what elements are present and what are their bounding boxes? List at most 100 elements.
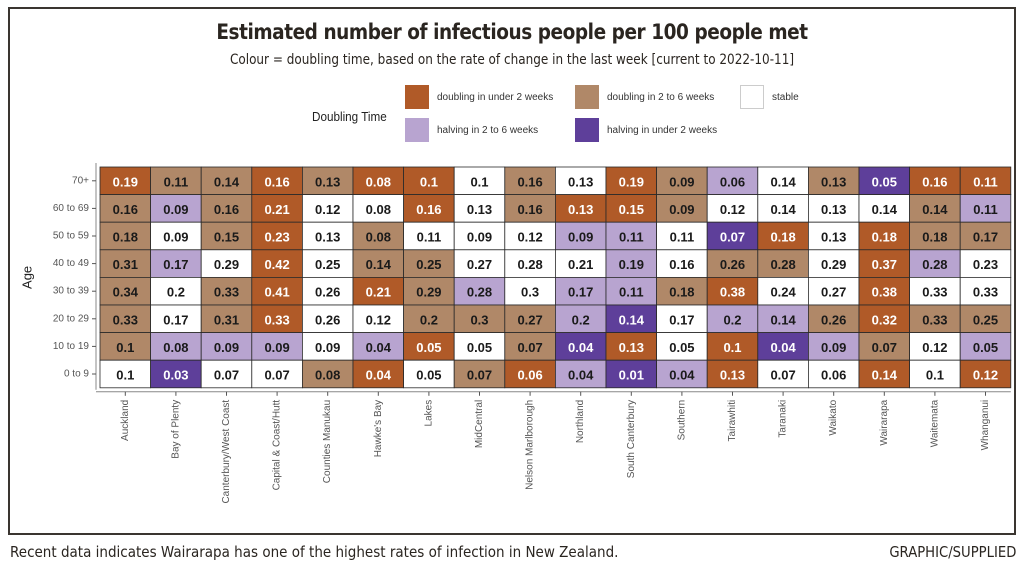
- cell-value-label: 0.08: [163, 340, 188, 355]
- legend-label: stable: [772, 91, 799, 103]
- cell-value-label: 0.17: [669, 312, 694, 327]
- heatmap-cell: [555, 221, 607, 251]
- cell-value-label: 0.05: [416, 340, 441, 355]
- cell-value-label: 0.04: [568, 368, 594, 383]
- legend-swatch: [575, 85, 599, 109]
- x-tick-label: Southern: [676, 400, 687, 441]
- legend-item-stable: stable: [740, 85, 799, 109]
- heatmap-cell: [605, 276, 657, 306]
- cell-value-label: 0.09: [568, 230, 593, 245]
- cell-value-label: 0.12: [922, 340, 947, 355]
- heatmap-cell: [504, 194, 556, 223]
- cell-value-label: 0.23: [973, 257, 998, 272]
- heatmap-cell: [808, 249, 860, 278]
- cell-value-label: 0.27: [517, 312, 542, 327]
- cell-value-label: 0.17: [163, 312, 188, 327]
- heatmap-cell: [251, 359, 303, 389]
- heatmap-cell: [555, 359, 607, 389]
- heatmap-cell: [706, 194, 759, 223]
- heatmap-cell: [605, 304, 657, 334]
- x-tick-label: Waitemata: [929, 399, 940, 447]
- cell-value-label: 0.09: [467, 230, 492, 245]
- cell-value-label: 0.11: [619, 285, 644, 300]
- image-credit: GRAPHIC/SUPPLIED: [888, 543, 1016, 561]
- cell-value-label: 0.08: [366, 230, 391, 245]
- heatmap-cell: [99, 304, 151, 334]
- heatmap-cell: [200, 166, 253, 196]
- y-tick-label: 0 to 9: [64, 369, 89, 380]
- cell-value-label: 0.29: [214, 257, 239, 272]
- heatmap-cell: [200, 304, 253, 334]
- heatmap-cell: [605, 166, 657, 196]
- cell-value-label: 0.16: [669, 257, 694, 272]
- cell-value-label: 0.09: [821, 340, 846, 355]
- x-tick-label: Bay of Plenty: [170, 400, 181, 459]
- cell-value-label: 0.12: [720, 202, 745, 217]
- x-tick-label: Auckland: [120, 400, 131, 441]
- heatmap-cell: [706, 249, 759, 278]
- cell-value-label: 0.05: [669, 340, 694, 355]
- cell-value-label: 0.09: [163, 230, 188, 245]
- cell-value-label: 0.09: [669, 202, 694, 217]
- heatmap-cell: [555, 194, 607, 223]
- cell-value-label: 0.13: [821, 174, 846, 189]
- heatmap-cell: [909, 304, 961, 334]
- chart-title: Estimated number of infectious people pe…: [216, 20, 808, 44]
- heatmap-cell: [200, 332, 253, 361]
- cell-value-label: 0.33: [922, 312, 947, 327]
- heatmap-cell: [251, 304, 303, 334]
- heatmap-cell: [858, 276, 910, 306]
- heatmap-cell: [150, 166, 202, 196]
- legend-label: halving in 2 to 6 weeks: [437, 124, 539, 136]
- heatmap-cell: [555, 276, 607, 306]
- heatmap-cell: [909, 166, 961, 196]
- cell-value-label: 0.12: [973, 368, 998, 383]
- cell-value-label: 0.11: [973, 202, 998, 217]
- heatmap-cell: [251, 249, 303, 278]
- heatmap-cell: [301, 221, 354, 251]
- x-tick-label: South Canterbury: [626, 400, 637, 478]
- cell-value-label: 0.27: [467, 257, 492, 272]
- cell-value-label: 0.07: [517, 340, 542, 355]
- heatmap-cell: [403, 276, 455, 306]
- y-axis-title: Age: [20, 266, 35, 289]
- y-tick-label: 40 to 49: [53, 258, 90, 269]
- heatmap-cell: [757, 166, 809, 196]
- cell-value-label: 0.08: [366, 202, 391, 217]
- heatmap-cell: [453, 359, 506, 389]
- cell-value-label: 0.34: [113, 285, 139, 300]
- cell-value-label: 0.16: [416, 202, 441, 217]
- cell-value-label: 0.2: [420, 312, 438, 327]
- heatmap-cell: [808, 332, 860, 361]
- cell-value-label: 0.38: [872, 285, 897, 300]
- cell-value-label: 0.17: [973, 230, 998, 245]
- legend-item-doubling-2-to-6: doubling in 2 to 6 weeks: [575, 85, 714, 109]
- heatmap-cell: [453, 166, 506, 196]
- cell-value-label: 0.13: [619, 340, 644, 355]
- y-tick-label: 30 to 39: [53, 286, 90, 297]
- cell-value-label: 0.21: [568, 257, 593, 272]
- cell-value-label: 0.04: [366, 368, 392, 383]
- cell-value-label: 0.23: [264, 230, 289, 245]
- heatmap-cell: [251, 332, 303, 361]
- cell-value-label: 0.24: [770, 285, 796, 300]
- cell-value-label: 0.31: [214, 312, 239, 327]
- cell-value-label: 0.1: [420, 174, 438, 189]
- cell-value-label: 0.13: [467, 202, 492, 217]
- cell-value-label: 0.14: [770, 312, 796, 327]
- cell-value-label: 0.33: [922, 285, 947, 300]
- heatmap-cell: [99, 332, 151, 361]
- heatmap-cell: [403, 332, 455, 361]
- heatmap-cell: [909, 221, 961, 251]
- heatmap-cell: [251, 194, 303, 223]
- cell-value-label: 0.17: [163, 257, 188, 272]
- heatmap-cell: [403, 194, 455, 223]
- heatmap-cell: [757, 304, 809, 334]
- cell-value-label: 0.11: [973, 174, 998, 189]
- heatmap-cell: [656, 359, 708, 389]
- heatmap-cell: [251, 276, 303, 306]
- cell-value-label: 0.29: [821, 257, 846, 272]
- heatmap-cell: [403, 249, 455, 278]
- cell-value-label: 0.18: [922, 230, 947, 245]
- legend-swatch: [405, 118, 429, 142]
